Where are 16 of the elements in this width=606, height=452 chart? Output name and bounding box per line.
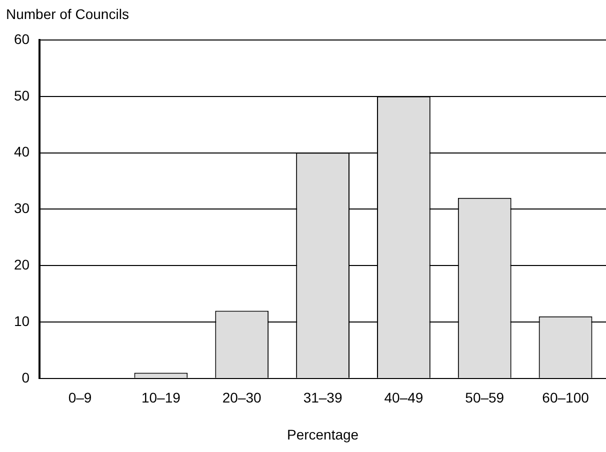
x-tick-label: 40–49 bbox=[384, 390, 424, 406]
y-tick-label: 50 bbox=[14, 87, 30, 104]
y-tick-label: 60 bbox=[14, 30, 30, 47]
y-tick-label: 10 bbox=[14, 312, 30, 329]
y-tick-label: 20 bbox=[14, 256, 30, 272]
x-tick-label: 31–39 bbox=[303, 390, 342, 406]
x-tick-label: 60–100 bbox=[542, 390, 590, 406]
x-tick-label: 10–19 bbox=[141, 390, 181, 406]
y-tick-label: 30 bbox=[14, 200, 30, 216]
y-axis-title: Number of Councils bbox=[6, 6, 129, 22]
x-tick-label: 50–59 bbox=[465, 390, 504, 406]
x-tick-label: 0–9 bbox=[68, 390, 92, 406]
y-tick-label: 40 bbox=[14, 144, 30, 160]
y-tick-label: 0 bbox=[22, 369, 30, 386]
x-tick-label: 20–30 bbox=[222, 390, 262, 406]
x-axis-title: Percentage bbox=[286, 426, 359, 442]
